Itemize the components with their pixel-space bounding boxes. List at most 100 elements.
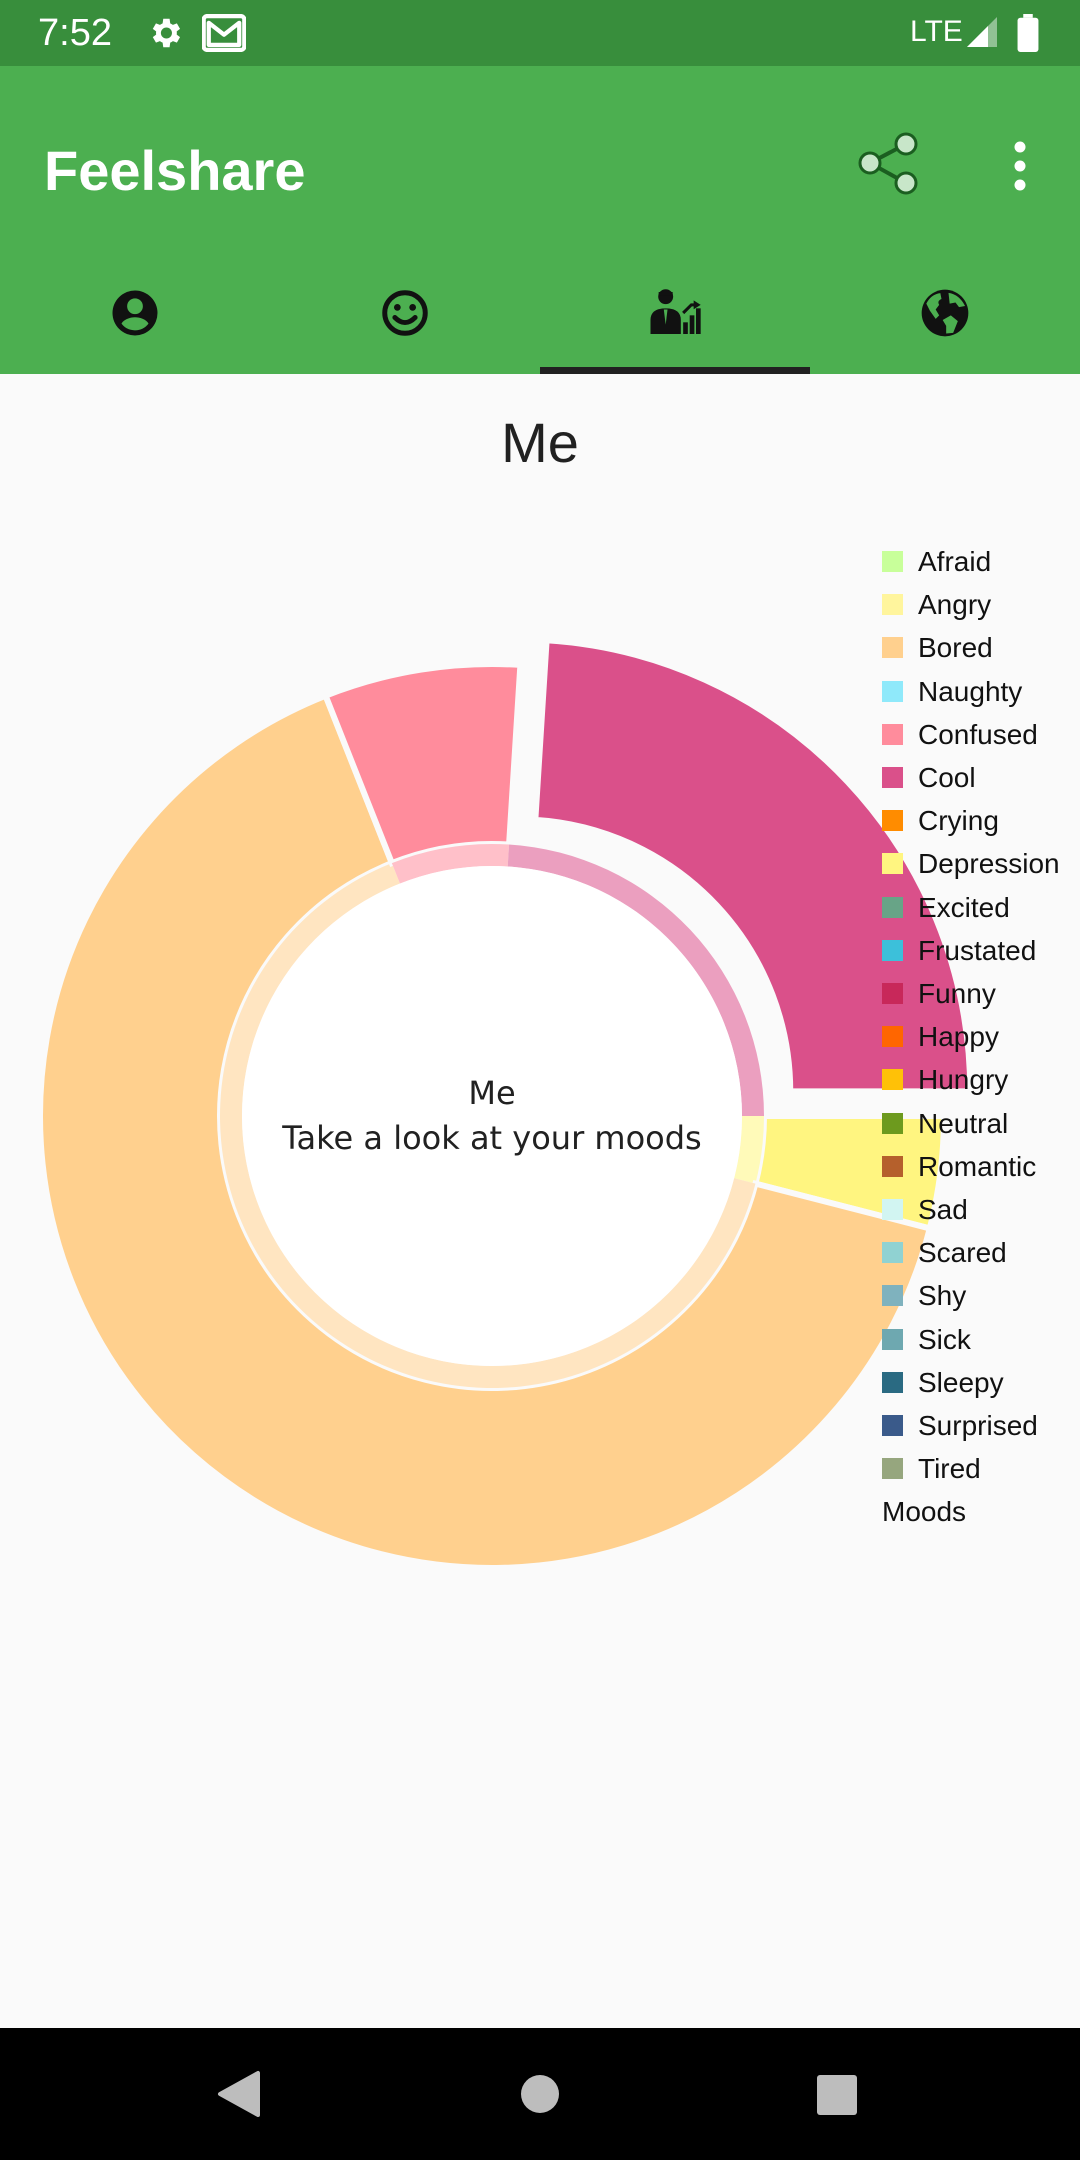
app-bar: Feelshare [0, 66, 1080, 374]
legend-label: Sleepy [918, 1366, 1004, 1398]
legend-swatch [882, 1242, 903, 1264]
legend-item: Afraid [882, 540, 1080, 583]
network-type: LTE [910, 15, 963, 48]
legend-item: Confused [882, 713, 1080, 756]
settings-icon [146, 14, 184, 57]
legend-item: Scared [882, 1231, 1080, 1274]
legend-swatch [882, 1458, 903, 1480]
legend-item: Depression [882, 842, 1080, 885]
legend-item: Shy [882, 1274, 1080, 1317]
recents-icon[interactable] [816, 2074, 858, 2121]
status-bar: 7:52 LTE [0, 0, 1080, 66]
status-time: 7:52 [38, 12, 112, 54]
legend-item: Surprised [882, 1404, 1080, 1447]
legend-label: Romantic [918, 1150, 1037, 1182]
legend-label: Cool [918, 762, 976, 793]
legend-swatch [882, 1328, 903, 1350]
tab-world[interactable] [810, 256, 1080, 374]
legend-label: Frustated [918, 934, 1037, 966]
slice-ring-depression [734, 1116, 764, 1184]
legend-item: Funny [882, 972, 1080, 1015]
tab-indicator [540, 367, 810, 374]
legend-swatch [882, 896, 903, 918]
legend-swatch [882, 853, 903, 875]
legend-label: Afraid [918, 546, 992, 577]
legend-item: Cool [882, 756, 1080, 799]
account-circle-icon [108, 286, 162, 345]
legend-item: Crying [882, 799, 1080, 842]
page-title: Me [501, 411, 579, 474]
legend-label: Depression [918, 848, 1060, 880]
legend-swatch [882, 594, 903, 616]
legend-swatch [882, 1285, 903, 1307]
legend-item: Happy [882, 1015, 1080, 1058]
navigation-bar [0, 2028, 1080, 2160]
legend-label: Crying [918, 805, 999, 837]
legend-label: Shy [918, 1280, 967, 1312]
slice-cool[interactable] [532, 637, 974, 1095]
legend-label: Scared [918, 1237, 1007, 1269]
legend-label: Funny [918, 978, 996, 1009]
legend-item: Neutral [882, 1102, 1080, 1145]
legend-item: Sick [882, 1318, 1080, 1361]
legend-label: Hungry [918, 1064, 1009, 1096]
app-title: Feelshare [44, 139, 306, 202]
chart-center-subtitle: Take a look at your moods [282, 1119, 702, 1157]
legend-label: Angry [918, 589, 992, 621]
more-vert-icon[interactable] [1000, 138, 1040, 194]
slice-ring-cool [507, 844, 764, 1116]
legend-label: Bored [918, 632, 993, 664]
chart-center-title: Me [468, 1074, 516, 1112]
legend-label: Tired [918, 1453, 981, 1485]
legend-item: Frustated [882, 929, 1080, 972]
legend-label: Happy [918, 1021, 999, 1053]
legend-swatch [882, 1026, 903, 1048]
home-icon[interactable] [520, 2074, 560, 2119]
legend-swatch [882, 723, 903, 745]
tab-moods[interactable] [270, 256, 540, 374]
tab-profile[interactable] [0, 256, 270, 374]
legend-item: Romantic [882, 1145, 1080, 1188]
legend-swatch [882, 680, 903, 702]
slice-ring-confused [391, 844, 510, 884]
legend-label: Confused [918, 718, 1038, 750]
legend-label: Surprised [918, 1410, 1038, 1441]
legend-item: Angry [882, 583, 1080, 626]
legend-swatch [882, 637, 903, 659]
legend-item: Excited [882, 886, 1080, 929]
back-icon[interactable] [216, 2070, 262, 2123]
legend-item: Sleepy [882, 1361, 1080, 1404]
legend-title: Moods [882, 1496, 967, 1528]
legend-label: Sick [918, 1323, 971, 1355]
tab-me-stats[interactable] [540, 256, 810, 374]
legend-swatch [882, 810, 903, 832]
legend-label: Naughty [918, 675, 1023, 707]
legend-item: Naughty [882, 670, 1080, 713]
legend-swatch [882, 1371, 903, 1393]
gmail-icon [201, 13, 247, 57]
legend-swatch [882, 983, 903, 1004]
legend-swatch [882, 1112, 903, 1134]
battery-icon [1016, 14, 1040, 57]
smiley-icon [378, 286, 432, 345]
legend-swatch [882, 551, 903, 572]
legend-item: Tired [882, 1447, 1080, 1490]
legend-swatch [882, 939, 903, 961]
signal-icon [964, 14, 1000, 55]
legend-swatch [882, 767, 903, 788]
legend-item: Bored [882, 626, 1080, 669]
share-icon[interactable] [852, 128, 922, 198]
mood-donut-chart[interactable] [0, 560, 1080, 1660]
legend-swatch [882, 1415, 903, 1436]
legend-swatch [882, 1199, 903, 1220]
legend-item: Hungry [882, 1058, 1080, 1101]
globe-icon [917, 285, 973, 346]
legend-label: Sad [918, 1194, 968, 1225]
legend-swatch [882, 1069, 903, 1091]
person-chart-icon [647, 285, 703, 346]
legend-swatch [882, 1155, 903, 1177]
legend-label: Neutral [918, 1107, 1009, 1139]
donut-hole [242, 866, 742, 1366]
legend-label: Excited [918, 891, 1010, 923]
legend-item: Sad [882, 1188, 1080, 1231]
